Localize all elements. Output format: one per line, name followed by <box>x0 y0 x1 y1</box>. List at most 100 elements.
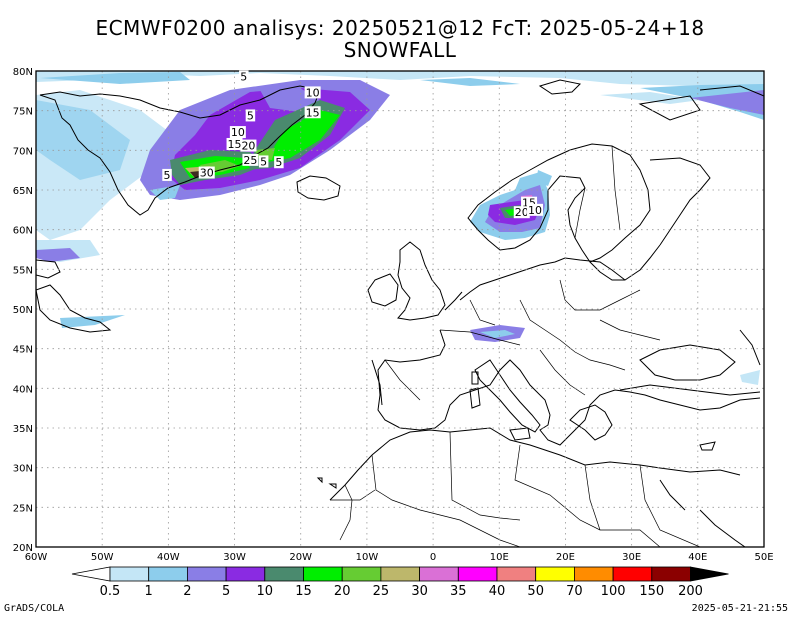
colorbar-swatch <box>264 566 304 582</box>
map-subtitle: SNOWFALL <box>343 38 457 62</box>
contour-label: 5 <box>164 169 171 182</box>
colorbar-label: 50 <box>527 584 544 599</box>
colorbar-swatch <box>225 566 266 582</box>
contour-label: 5 <box>260 155 267 168</box>
lon-tick-label: 50E <box>754 552 773 563</box>
contour-label: 20 <box>241 140 255 153</box>
colorbar-label: 20 <box>334 584 351 599</box>
lat-tick-label: 40N <box>13 384 33 395</box>
contour-label-box <box>274 156 284 169</box>
lat-tick-label: 45N <box>13 345 33 356</box>
colorbar-label: 25 <box>373 584 390 599</box>
colorbar-over-arrow <box>690 566 729 582</box>
colorbar-label: 35 <box>450 584 467 599</box>
contour-label: 10 <box>231 126 245 139</box>
graticule <box>36 71 764 547</box>
colorbar-label: 150 <box>639 584 664 599</box>
colorbar-label: 0.5 <box>100 584 121 599</box>
contour-label-box <box>304 106 321 119</box>
contour-label: 5 <box>247 109 254 122</box>
contour-label-box <box>162 168 172 181</box>
colorbar-label: 2 <box>183 584 191 599</box>
colorbar-swatch <box>148 566 188 582</box>
snowfall-shading <box>36 71 764 385</box>
lat-tick-label: 55N <box>13 265 33 276</box>
lon-tick-label: 40E <box>688 552 707 563</box>
colorbar-swatch <box>303 566 343 582</box>
contour-label: 10 <box>528 204 542 217</box>
lat-tick-label: 80N <box>13 67 33 78</box>
contour-label: 15 <box>228 138 242 151</box>
colorbar-label: 15 <box>295 584 312 599</box>
colorbar-label: 70 <box>566 584 583 599</box>
colorbar-swatch <box>535 566 575 582</box>
lat-tick-label: 75N <box>13 107 33 118</box>
contour-label-box <box>527 203 544 216</box>
generation-timestamp: 2025-05-21-21:55 <box>691 603 788 614</box>
colorbar-label: 40 <box>489 584 506 599</box>
colorbar-swatch <box>341 566 382 582</box>
contour-label: 30 <box>200 167 214 180</box>
contour-label-box <box>242 153 259 166</box>
contour-label: 25 <box>243 154 257 167</box>
contour-label: 10 <box>306 86 320 99</box>
contour-label-box <box>229 126 246 139</box>
colorbar-swatch <box>186 566 227 582</box>
colorbar-swatch <box>612 566 653 582</box>
contour-label-box <box>258 155 269 168</box>
colorbar-label: 100 <box>601 584 626 599</box>
colorbar-label: 30 <box>411 584 428 599</box>
colorbar-swatch <box>651 566 691 582</box>
colorbar-label: 5 <box>222 584 230 599</box>
lat-tick-label: 25N <box>13 503 33 514</box>
map-title: ECMWF0200 analisys: 20250521@12 FcT: 202… <box>95 16 705 40</box>
lat-tick-label: 70N <box>13 146 33 157</box>
contour-label: 5 <box>240 71 247 84</box>
colorbar-swatch <box>496 566 537 582</box>
plot-frame <box>35 70 765 548</box>
contour-label: 15 <box>306 106 320 119</box>
country-borders <box>330 145 701 547</box>
lat-tick-label: 65N <box>13 186 33 197</box>
contour-label-box <box>239 70 249 83</box>
colorbar-label: 10 <box>257 584 274 599</box>
colorbar-under-arrow <box>71 566 111 582</box>
lon-tick-label: 20E <box>556 552 575 563</box>
colorbar-swatch <box>380 566 420 582</box>
lat-tick-label: 35N <box>13 424 33 435</box>
lon-tick-label: 30E <box>622 552 641 563</box>
lon-tick-label: 30W <box>223 552 246 563</box>
colorbar-swatch <box>109 566 150 582</box>
coastlines <box>36 79 764 547</box>
lon-tick-label: 0 <box>430 552 436 563</box>
colorbar-swatch <box>457 566 498 582</box>
lat-tick-label: 60N <box>13 226 33 237</box>
lon-tick-label: 40W <box>157 552 180 563</box>
contour-label-box <box>240 139 257 152</box>
lon-tick-label: 10W <box>356 552 379 563</box>
lat-tick-label: 30N <box>13 464 33 475</box>
contour-label-box <box>245 109 256 122</box>
contour-label-box <box>513 206 530 219</box>
lon-tick-label: 20W <box>289 552 312 563</box>
lon-tick-label: 60W <box>25 552 48 563</box>
contour-label-box <box>304 86 321 99</box>
lon-tick-label: 50W <box>91 552 114 563</box>
lon-tick-label: 10E <box>490 552 509 563</box>
colorbar-label: 1 <box>145 584 153 599</box>
lat-tick-label: 50N <box>13 305 33 316</box>
colorbar-label: 200 <box>678 584 703 599</box>
grads-credit: GrADS/COLA <box>4 603 65 614</box>
lon-tick-labels: 60W 50W 40W 30W 20W 10W 0 10E 20E 30E 40E 50E <box>25 552 774 563</box>
colorbar-swatch <box>419 566 459 582</box>
contour-label: 5 <box>275 156 282 169</box>
lat-tick-labels: 20N 25N 30N 35N 40N 45N 50N 55N 60N 65N 70N 75N 80N <box>13 67 33 554</box>
colorbar-swatch <box>574 566 614 582</box>
lat-tick-label: 20N <box>13 543 33 554</box>
contour-label: 20 <box>515 206 529 219</box>
contour-label-box <box>198 166 215 179</box>
contour-label-box <box>226 137 243 150</box>
colorbar: 0.5 1 2 5 10 15 20 25 30 35 40 50 70 100 150 200 <box>71 566 729 599</box>
